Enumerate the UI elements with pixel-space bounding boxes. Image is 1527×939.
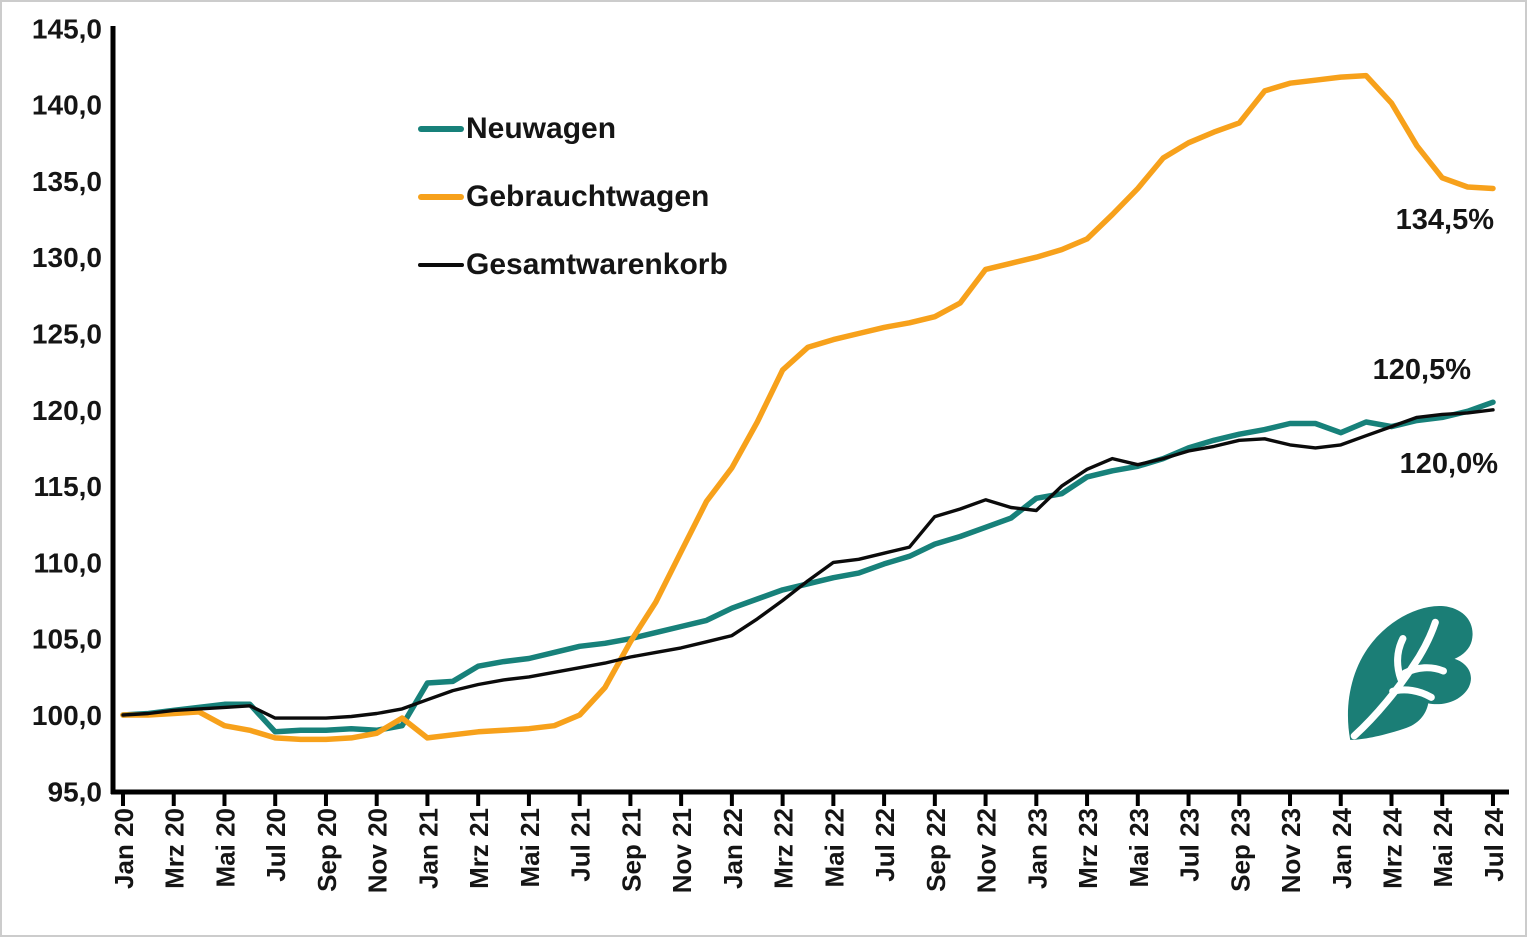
svg-text:Mrz 20: Mrz 20 xyxy=(160,808,190,889)
svg-text:100,0: 100,0 xyxy=(32,700,102,731)
svg-text:120,0: 120,0 xyxy=(32,395,102,426)
svg-text:Mai 21: Mai 21 xyxy=(515,808,545,888)
leaf-logo-icon xyxy=(1347,605,1473,740)
svg-text:Mrz 22: Mrz 22 xyxy=(769,808,799,889)
svg-text:Jul 21: Jul 21 xyxy=(566,808,596,882)
svg-text:Mai 22: Mai 22 xyxy=(819,808,849,888)
svg-text:Sep 20: Sep 20 xyxy=(312,808,342,892)
chart-legend: Neuwagen Gebrauchtwagen Gesamtwarenkorb xyxy=(418,106,728,288)
svg-text:Sep 21: Sep 21 xyxy=(616,808,646,892)
svg-text:Sep 22: Sep 22 xyxy=(921,808,951,892)
legend-swatch-gebrauchtwagen xyxy=(418,194,464,200)
svg-text:Sep 23: Sep 23 xyxy=(1225,808,1255,892)
svg-text:95,0: 95,0 xyxy=(48,776,103,807)
end-value-gesamtwarenkorb: 120,0% xyxy=(1399,448,1498,480)
svg-text:Mrz 23: Mrz 23 xyxy=(1073,808,1103,889)
legend-item-neuwagen: Neuwagen xyxy=(418,106,728,152)
svg-text:Jan 21: Jan 21 xyxy=(413,808,443,889)
svg-text:Jul 20: Jul 20 xyxy=(261,808,291,882)
svg-text:Jul 24: Jul 24 xyxy=(1479,807,1509,881)
svg-text:110,0: 110,0 xyxy=(33,547,102,578)
legend-swatch-gesamtwarenkorb xyxy=(418,263,464,267)
svg-text:Jul 22: Jul 22 xyxy=(870,808,900,882)
svg-text:Nov 22: Nov 22 xyxy=(972,808,1002,893)
svg-text:Nov 23: Nov 23 xyxy=(1276,808,1306,893)
svg-text:Jan 23: Jan 23 xyxy=(1022,808,1052,889)
legend-swatch-neuwagen xyxy=(418,126,464,132)
svg-text:Mai 20: Mai 20 xyxy=(210,808,240,888)
legend-label-gesamtwarenkorb: Gesamtwarenkorb xyxy=(466,248,728,281)
svg-text:Jan 20: Jan 20 xyxy=(109,808,139,889)
svg-text:Mai 23: Mai 23 xyxy=(1124,808,1154,888)
legend-label-gebrauchtwagen: Gebrauchtwagen xyxy=(466,180,710,213)
svg-text:130,0: 130,0 xyxy=(32,242,102,273)
svg-text:Mrz 21: Mrz 21 xyxy=(464,808,494,889)
end-value-gebrauchtwagen: 134,5% xyxy=(1395,204,1494,236)
svg-text:Mrz 24: Mrz 24 xyxy=(1378,807,1408,888)
legend-label-neuwagen: Neuwagen xyxy=(466,112,617,145)
legend-item-gesamtwarenkorb: Gesamtwarenkorb xyxy=(418,242,728,288)
svg-text:125,0: 125,0 xyxy=(32,319,102,350)
svg-text:145,0: 145,0 xyxy=(32,13,102,44)
svg-text:Jan 22: Jan 22 xyxy=(718,808,748,889)
svg-text:Jul 23: Jul 23 xyxy=(1175,808,1205,882)
legend-item-gebrauchtwagen: Gebrauchtwagen xyxy=(418,174,728,220)
end-value-neuwagen: 120,5% xyxy=(1372,354,1471,386)
svg-text:135,0: 135,0 xyxy=(32,166,102,197)
svg-text:140,0: 140,0 xyxy=(32,90,102,121)
svg-text:Nov 20: Nov 20 xyxy=(363,808,393,893)
svg-text:105,0: 105,0 xyxy=(32,624,102,655)
svg-text:115,0: 115,0 xyxy=(33,471,102,502)
svg-text:Nov 21: Nov 21 xyxy=(667,808,697,893)
svg-text:Mai 24: Mai 24 xyxy=(1428,807,1458,887)
svg-text:Jan 24: Jan 24 xyxy=(1327,807,1357,888)
